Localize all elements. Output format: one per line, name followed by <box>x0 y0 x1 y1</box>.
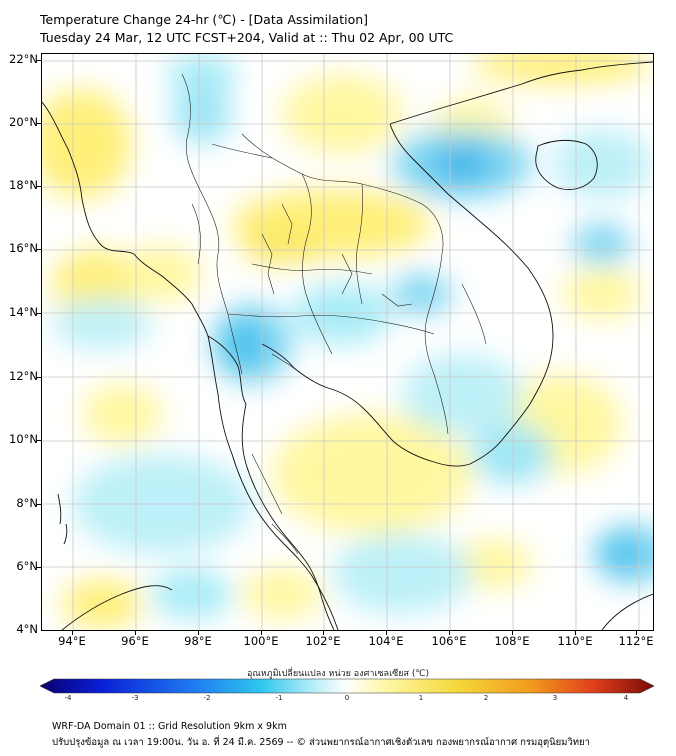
lat-tick <box>36 186 41 187</box>
colorbar <box>40 678 654 694</box>
colorbar-tick: 1 <box>418 694 424 702</box>
colorbar-tick: -3 <box>131 694 139 702</box>
colorbar-label: อุณหภูมิเปลี่ยนแปลง หน่วย องศาเซลเซียส (… <box>246 669 430 679</box>
lat-tick <box>36 123 41 124</box>
colorbar-tick: -1 <box>275 694 283 702</box>
lon-tick <box>386 631 387 635</box>
lon-tick <box>261 631 262 635</box>
lon-label: 102°E <box>305 634 341 648</box>
footer-model-info: WRF-DA Domain 01 :: Grid Resolution 9km … <box>52 721 287 732</box>
temperature-change-map <box>41 53 654 631</box>
lon-tick <box>323 631 324 635</box>
lat-tick <box>36 567 41 568</box>
colorbar-tick: -4 <box>64 694 72 702</box>
lat-tick <box>36 440 41 441</box>
lon-tick <box>575 631 576 635</box>
colorbar-tick: 0 <box>344 694 350 702</box>
lon-tick <box>198 631 199 635</box>
lon-label: 104°E <box>368 634 404 648</box>
lat-label: 6°N <box>16 559 38 573</box>
lat-label: 22°N <box>9 52 38 66</box>
lat-label: 16°N <box>9 241 38 255</box>
lat-label: 20°N <box>9 115 38 129</box>
lat-label: 8°N <box>16 496 38 510</box>
lat-label: 4°N <box>16 622 38 636</box>
lat-tick <box>36 60 41 61</box>
lat-tick <box>36 377 41 378</box>
lat-tick <box>36 313 41 314</box>
lon-tick <box>135 631 136 635</box>
map-gridlines <box>42 54 653 630</box>
lon-label: 100°E <box>243 634 279 648</box>
lon-label: 98°E <box>184 634 212 648</box>
lon-label: 110°E <box>557 634 593 648</box>
temperature-field <box>42 54 653 629</box>
lat-label: 10°N <box>9 432 38 446</box>
coastlines <box>42 61 653 630</box>
colorbar-tick: 3 <box>552 694 558 702</box>
lon-label: 106°E <box>431 634 467 648</box>
lon-tick <box>512 631 513 635</box>
lat-label: 12°N <box>9 369 38 383</box>
lon-tick <box>449 631 450 635</box>
lon-tick <box>72 631 73 635</box>
footer-credit: ปรับปรุงข้อมูล ณ เวลา 19:00น. วัน อ. ที่… <box>52 737 590 748</box>
lon-label: 96°E <box>121 634 149 648</box>
lat-label: 14°N <box>9 305 38 319</box>
lat-tick <box>36 249 41 250</box>
map-title: Temperature Change 24-hr (℃) - [Data Ass… <box>40 12 369 27</box>
provincial-borders <box>181 73 487 555</box>
lon-tick <box>636 631 637 635</box>
lat-label: 18°N <box>9 178 38 192</box>
map-subtitle: Tuesday 24 Mar, 12 UTC FCST+204, Valid a… <box>40 30 454 45</box>
colorbar-tick: 4 <box>623 694 629 702</box>
lon-label: 94°E <box>58 634 86 648</box>
colorbar-tick: -2 <box>203 694 211 702</box>
lat-tick <box>36 504 41 505</box>
lon-label: 108°E <box>494 634 530 648</box>
colorbar-tick: 2 <box>483 694 489 702</box>
lon-label: 112°E <box>618 634 654 648</box>
